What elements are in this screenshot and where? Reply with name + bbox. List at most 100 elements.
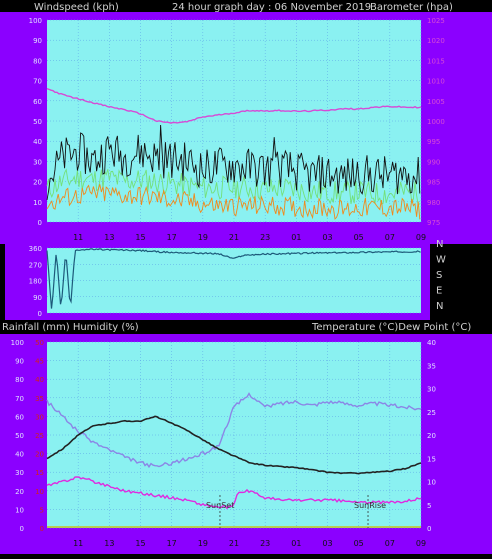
time-label: 21 [229, 539, 239, 548]
time-label: 01 [291, 539, 301, 548]
barometer-tick-label: 1000 [427, 118, 445, 126]
time-label: 19 [198, 233, 208, 242]
barometer-tick-label: 1025 [427, 17, 445, 25]
barometer-series [46, 87, 422, 124]
time-label: 13 [104, 539, 114, 548]
humidity-tick-label: 30 [15, 469, 24, 477]
temperature-dewpoint-title: Temperature (°C)Dew Point (°C) [311, 322, 471, 333]
temperature-tick-label: 10 [427, 479, 436, 487]
rain-tick-label: 25 [35, 432, 44, 440]
time-label: 09 [416, 539, 426, 548]
rain-humidity-title: Rainfall (mm) Humidity (%) [2, 322, 139, 333]
time-label: 13 [104, 233, 114, 242]
wind-tick-label: 20 [33, 179, 42, 187]
wind-gust-series [46, 124, 421, 201]
wind-average-series [46, 168, 421, 207]
humidity-tick-label: 50 [15, 432, 24, 440]
wind-tick-label: 90 [33, 37, 42, 45]
rain-tick-label: 15 [35, 469, 44, 477]
wind-tick-label: 50 [33, 118, 42, 126]
humidity-tick-label: 10 [15, 506, 24, 514]
wind-direction-series [46, 248, 421, 309]
time-label: 17 [167, 233, 177, 242]
wind-tick-label: 30 [33, 158, 42, 166]
direction-tick-label: 360 [29, 245, 42, 253]
temperature-tick-label: 15 [427, 455, 436, 463]
temperature-tick-label: 40 [427, 339, 436, 347]
rain-tick-label: 50 [35, 339, 44, 347]
temperature-tick-label: 20 [427, 432, 436, 440]
time-label: 11 [73, 539, 83, 548]
barometer-tick-label: 1015 [427, 57, 445, 65]
humidity-tick-label: 70 [15, 395, 24, 403]
temperature-tick-label: 0 [427, 525, 431, 533]
rain-tick-label: 10 [35, 488, 44, 496]
direction-tick-label: 270 [29, 261, 42, 269]
time-label: 15 [135, 233, 145, 242]
humidity-tick-label: 40 [15, 451, 24, 459]
rain-tick-label: 45 [35, 358, 44, 366]
barometer-tick-label: 975 [427, 219, 440, 227]
rain-tick-label: 5 [40, 506, 44, 514]
barometer-tick-label: 985 [427, 179, 440, 187]
time-label: 01 [291, 233, 301, 242]
chart-title: 24 hour graph day : 06 November 2019 [172, 2, 371, 13]
rain-tick-label: 30 [35, 413, 44, 421]
sunset-label: SunSet [206, 501, 234, 510]
wind-tick-label: 100 [29, 17, 42, 25]
humidity-tick-label: 100 [11, 339, 24, 347]
humidity-series [46, 392, 422, 469]
barometer-axis-title: Barometer (hpa) [370, 2, 453, 13]
time-label: 11 [73, 233, 83, 242]
rain-tick-label: 35 [35, 395, 44, 403]
direction-tick-label: 180 [29, 278, 42, 286]
wind-tick-label: 80 [33, 57, 42, 65]
rain-tick-label: 20 [35, 451, 44, 459]
wind-tick-label: 60 [33, 98, 42, 106]
rain-tick-label: 0 [40, 525, 44, 533]
temperature-series [46, 415, 422, 475]
compass-label: E [436, 286, 442, 297]
direction-tick-label: 0 [38, 310, 42, 318]
barometer-tick-label: 990 [427, 158, 440, 166]
temperature-tick-label: 30 [427, 386, 436, 394]
temperature-tick-label: 35 [427, 362, 436, 370]
barometer-tick-label: 1020 [427, 37, 445, 45]
temperature-tick-label: 25 [427, 409, 436, 417]
time-label: 15 [135, 539, 145, 548]
compass-label: N [436, 239, 443, 250]
humidity-tick-label: 60 [15, 413, 24, 421]
sunrise-label: SunRise [354, 501, 386, 510]
barometer-tick-label: 1010 [427, 78, 445, 86]
time-label: 05 [354, 233, 364, 242]
compass-label: N [436, 301, 443, 312]
direction-tick-label: 90 [33, 294, 42, 302]
time-label: 07 [385, 233, 395, 242]
compass-label: W [436, 255, 446, 266]
humidity-tick-label: 80 [15, 376, 24, 384]
time-label: 21 [229, 233, 239, 242]
compass-label: S [436, 270, 442, 281]
wind-min-series [46, 184, 421, 220]
rain-tick-label: 40 [35, 376, 44, 384]
time-label: 07 [385, 539, 395, 548]
temperature-tick-label: 5 [427, 502, 431, 510]
wind-tick-label: 10 [33, 199, 42, 207]
time-label: 23 [260, 233, 270, 242]
wind-axis-title: Windspeed (kph) [34, 2, 119, 13]
time-label: 23 [260, 539, 270, 548]
time-label: 03 [322, 233, 332, 242]
wind-tick-label: 70 [33, 78, 42, 86]
dew-point-series [46, 476, 422, 510]
time-label: 05 [354, 539, 364, 548]
wind-tick-label: 40 [33, 138, 42, 146]
time-label: 09 [416, 233, 426, 242]
barometer-tick-label: 1005 [427, 98, 445, 106]
time-label: 03 [322, 539, 332, 548]
humidity-tick-label: 0 [20, 525, 24, 533]
humidity-tick-label: 20 [15, 488, 24, 496]
time-label: 19 [198, 539, 208, 548]
humidity-tick-label: 90 [15, 358, 24, 366]
